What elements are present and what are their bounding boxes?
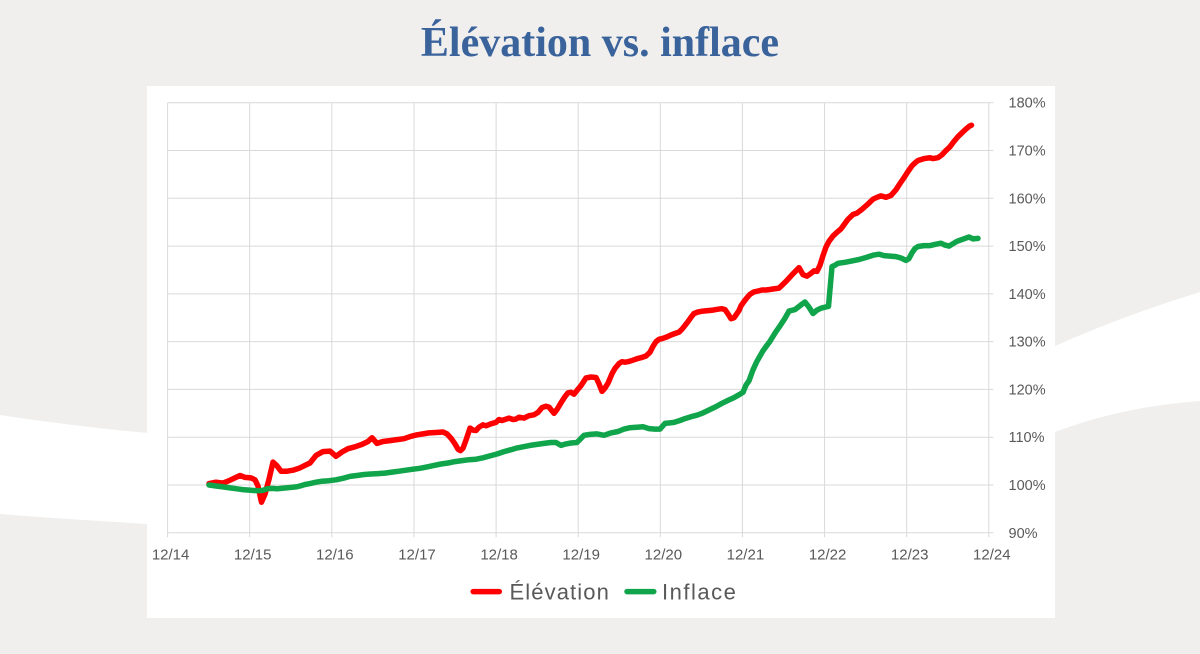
svg-text:12/19: 12/19 bbox=[562, 547, 600, 564]
svg-text:140%: 140% bbox=[1009, 287, 1046, 303]
svg-text:12/15: 12/15 bbox=[234, 547, 272, 564]
svg-text:160%: 160% bbox=[1009, 191, 1046, 207]
svg-text:12/20: 12/20 bbox=[645, 547, 683, 564]
svg-text:90%: 90% bbox=[1009, 526, 1038, 542]
svg-text:12/24: 12/24 bbox=[973, 547, 1011, 564]
svg-text:110%: 110% bbox=[1009, 430, 1045, 446]
svg-text:120%: 120% bbox=[1009, 382, 1046, 398]
svg-text:150%: 150% bbox=[1009, 239, 1046, 255]
svg-text:12/14: 12/14 bbox=[152, 547, 190, 564]
svg-text:12/23: 12/23 bbox=[891, 547, 929, 564]
svg-text:12/17: 12/17 bbox=[398, 547, 436, 564]
svg-text:12/22: 12/22 bbox=[809, 547, 847, 564]
svg-text:12/16: 12/16 bbox=[316, 547, 354, 564]
svg-text:12/21: 12/21 bbox=[727, 547, 765, 564]
svg-text:180%: 180% bbox=[1009, 96, 1046, 112]
svg-text:170%: 170% bbox=[1009, 144, 1046, 160]
svg-text:130%: 130% bbox=[1009, 335, 1046, 351]
svg-text:12/18: 12/18 bbox=[480, 547, 518, 564]
svg-text:Élévation: Élévation bbox=[510, 580, 610, 605]
svg-text:Inflace: Inflace bbox=[662, 580, 737, 605]
svg-text:100%: 100% bbox=[1009, 478, 1046, 494]
